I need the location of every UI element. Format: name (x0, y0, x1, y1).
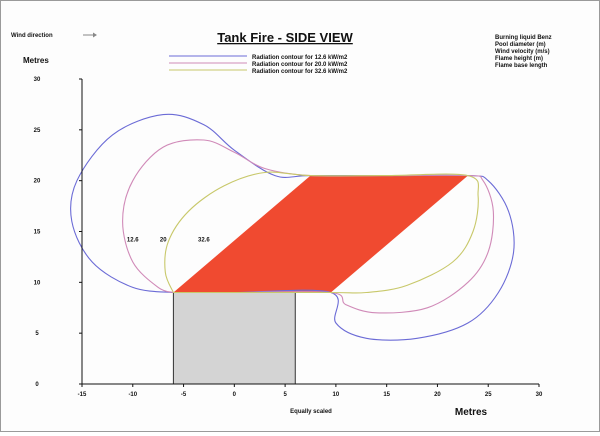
flame-layer (173, 175, 468, 293)
info-line: Flame height (m) (495, 56, 543, 62)
x-tick-label: 5 (283, 392, 287, 398)
x-tick-label: -10 (128, 392, 137, 398)
contour-20 (122, 139, 495, 314)
info-line: Flame base length (495, 63, 548, 69)
tick-labels: -15 -10 -5 0 5 10 15 20 25 30 0 5 10 15 20 25 30 (34, 77, 543, 398)
contour-labels: 12.6 20 32.6 (127, 238, 210, 244)
wind-arrow-icon (83, 32, 97, 38)
x-tick-label: 20 (434, 392, 441, 398)
legend-label-12-6: Radiation contour for 12.6 kW/m2 (252, 55, 348, 61)
x-tick-label: -5 (181, 392, 187, 398)
tank-layer (172, 292, 296, 385)
y-tick-label: 20 (34, 179, 41, 185)
y-tick-label: 25 (34, 128, 41, 134)
x-axis-label: Metres (455, 407, 488, 418)
x-tick-label: 30 (536, 392, 543, 398)
chart-title: Tank Fire - SIDE VIEW (217, 30, 353, 45)
y-tick-label: 0 (35, 382, 39, 388)
x-tick-label: 0 (233, 392, 237, 398)
x-tick-label: 10 (333, 392, 340, 398)
info-panel: Burning liquid Benz Pool diameter (m) Wi… (495, 35, 552, 69)
contour-label: 12.6 (127, 238, 139, 244)
x-tick-label: 25 (485, 392, 492, 398)
flame-shape (173, 175, 468, 293)
info-line: Burning liquid Benz (495, 35, 552, 41)
x-tick-label: 15 (383, 392, 390, 398)
y-axis-label: Metres (23, 56, 49, 65)
y-tick-label: 15 (34, 230, 41, 236)
x-tick-label: -15 (78, 392, 87, 398)
y-tick-label: 10 (34, 280, 41, 286)
info-line: Pool diameter (m) (495, 42, 546, 48)
contour-layer (69, 113, 515, 341)
legend-label-20: Radiation contour for 20.0 kW/m2 (252, 62, 348, 68)
legend: Radiation contour for 12.6 kW/m2 Radiati… (169, 55, 348, 75)
tank-body (172, 292, 296, 385)
contour-label: 32.6 (198, 238, 210, 244)
info-line: Wind velocity (m/s) (495, 49, 550, 55)
y-tick-label: 5 (35, 331, 39, 337)
contour-32-6 (164, 171, 480, 294)
contour-label: 20 (160, 238, 167, 244)
wind-direction-label: Wind direction (11, 33, 53, 39)
y-tick-label: 30 (34, 77, 41, 83)
legend-label-32-6: Radiation contour for 32.6 kW/m2 (252, 69, 348, 75)
scale-note: Equally scaled (290, 409, 332, 415)
